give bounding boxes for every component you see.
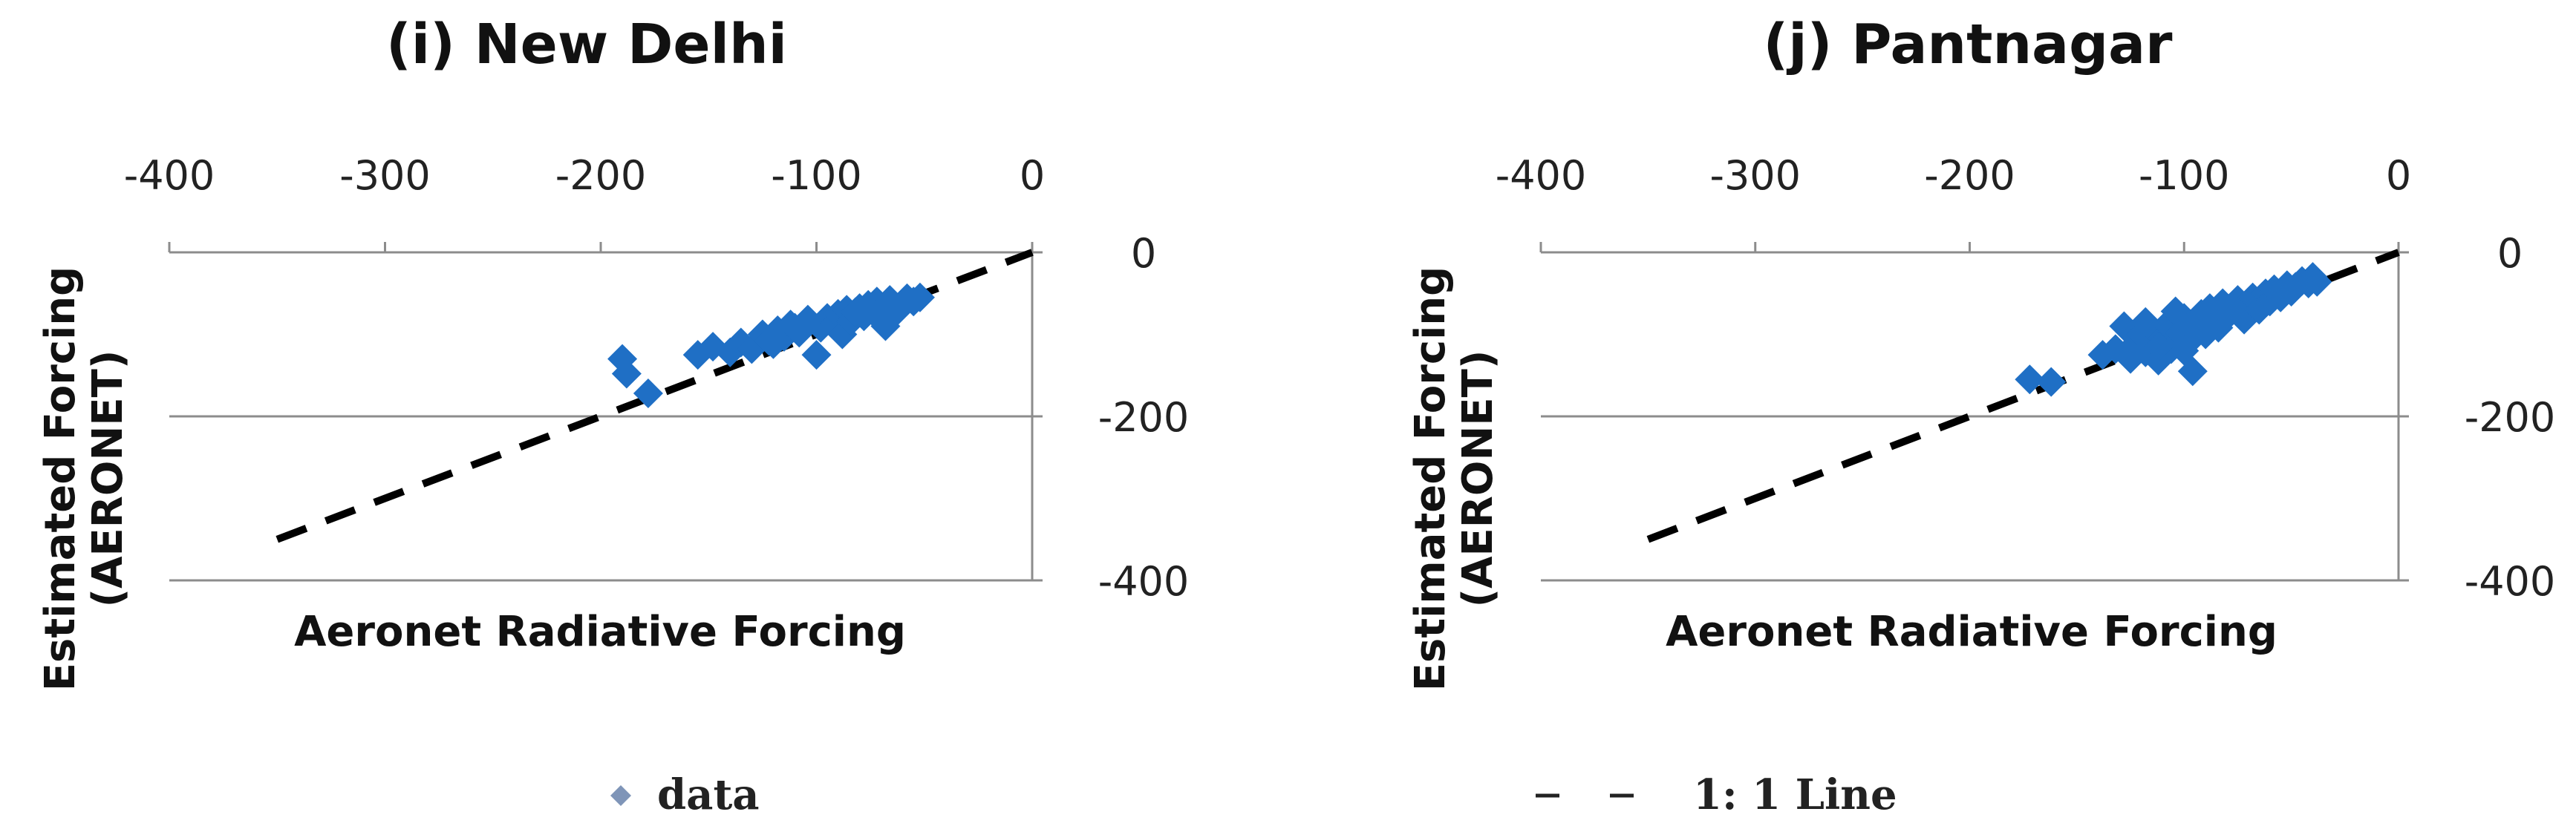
x-tick-label: 0 (2386, 152, 2411, 199)
y-tick-label: -200 (2465, 394, 2556, 441)
legend-label-line: 1: 1 Line (1693, 770, 1897, 819)
y-tick-label: -200 (1098, 394, 1190, 441)
data-point (2036, 367, 2067, 397)
chart-new-delhi: (i) New Delhi -400 -300 -200 -100 0 0 -200 -400 A… (36, 13, 1189, 691)
y-axis-title-line: Estimated Forcing (1406, 266, 1455, 691)
y-tick-label: 0 (1131, 230, 1156, 277)
one-to-one-line (1646, 249, 2400, 543)
data-point (801, 340, 832, 370)
y-axis-title-line: (AERONET) (1454, 350, 1502, 608)
data-point (2130, 307, 2161, 337)
chart-pantnagar: (j) Pantnagar -400 -300 -200 -100 0 0 -200 -400 A… (1406, 13, 2555, 691)
y-axis-title-line: (AERONET) (84, 350, 132, 608)
x-tick-label: -200 (555, 152, 647, 199)
data-point (2143, 332, 2174, 362)
y-axis-title-line: Estimated Forcing (36, 266, 85, 691)
x-tick-label: -100 (2139, 152, 2230, 199)
data-point (2015, 364, 2045, 395)
x-axis-title: Aeronet Radiative Forcing (294, 608, 906, 656)
data-point (780, 312, 810, 343)
y-tick-label: -400 (2465, 558, 2556, 605)
x-tick-label: -300 (1709, 152, 1801, 199)
x-tick-label: -400 (124, 152, 215, 199)
x-tick-label: -100 (771, 152, 862, 199)
x-tick-label: -300 (339, 152, 431, 199)
x-tick-label: -200 (1924, 152, 2015, 199)
one-to-one-line (275, 249, 1034, 543)
data-point (2169, 335, 2200, 366)
legend: data 1: 1 Line (610, 770, 1897, 819)
y-axis-title: Estimated Forcing (AERONET) (36, 266, 132, 691)
legend-diamond-icon (610, 785, 631, 806)
data-point (633, 379, 663, 409)
data-point (904, 282, 935, 312)
data-point (611, 358, 642, 389)
y-axis-title: Estimated Forcing (AERONET) (1406, 266, 1502, 691)
legend-label-data: data (657, 770, 760, 819)
data-point (2302, 266, 2332, 297)
chart-title: (i) New Delhi (386, 13, 787, 76)
chart-title: (j) Pantnagar (1763, 13, 2173, 76)
y-tick-label: -400 (1098, 558, 1190, 605)
y-tick-label: 0 (2497, 230, 2523, 277)
x-axis-title: Aeronet Radiative Forcing (1666, 608, 2277, 656)
x-tick-label: 0 (1020, 152, 1045, 199)
data-point (758, 329, 789, 359)
x-tick-label: -400 (1496, 152, 1587, 199)
